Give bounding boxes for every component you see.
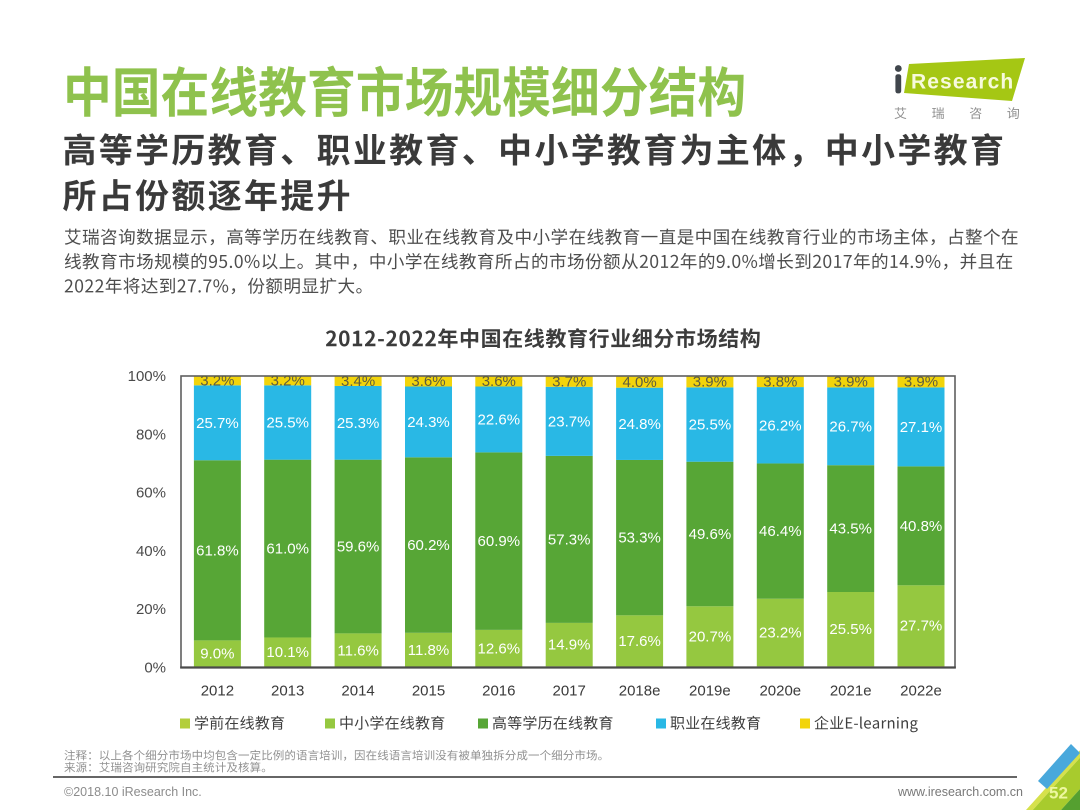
svg-text:22.6%: 22.6% [478, 411, 521, 428]
svg-text:2021e: 2021e [830, 683, 872, 700]
svg-text:25.5%: 25.5% [829, 621, 872, 638]
svg-text:24.3%: 24.3% [407, 414, 450, 431]
svg-text:60.2%: 60.2% [407, 537, 450, 554]
svg-text:20.7%: 20.7% [689, 629, 732, 646]
svg-text:3.9%: 3.9% [904, 374, 938, 391]
svg-text:12.6%: 12.6% [478, 640, 521, 657]
svg-text:26.7%: 26.7% [829, 418, 872, 435]
svg-text:3.2%: 3.2% [200, 373, 234, 390]
svg-text:3.4%: 3.4% [341, 373, 375, 390]
svg-text:25.3%: 25.3% [337, 415, 380, 432]
svg-text:53.3%: 53.3% [618, 530, 661, 547]
svg-text:2018e: 2018e [619, 683, 661, 700]
svg-text:46.4%: 46.4% [759, 523, 802, 540]
svg-text:57.3%: 57.3% [548, 531, 591, 548]
svg-text:3.6%: 3.6% [482, 373, 516, 390]
svg-text:60%: 60% [136, 485, 166, 502]
svg-text:3.7%: 3.7% [552, 373, 586, 390]
svg-text:10.1%: 10.1% [266, 644, 309, 661]
svg-text:100%: 100% [128, 368, 166, 385]
svg-text:2015: 2015 [412, 683, 445, 700]
svg-text:25.5%: 25.5% [689, 417, 732, 434]
svg-text:2019e: 2019e [689, 683, 731, 700]
svg-text:3.9%: 3.9% [693, 374, 727, 391]
svg-text:80%: 80% [136, 426, 166, 443]
svg-text:0%: 0% [144, 660, 166, 677]
svg-text:61.0%: 61.0% [266, 541, 309, 558]
svg-text:3.2%: 3.2% [271, 373, 305, 390]
svg-text:17.6%: 17.6% [618, 633, 661, 650]
svg-text:25.5%: 25.5% [266, 415, 309, 432]
svg-text:2016: 2016 [482, 683, 515, 700]
svg-text:40.8%: 40.8% [900, 518, 943, 535]
svg-text:43.5%: 43.5% [829, 521, 872, 538]
svg-text:25.7%: 25.7% [196, 415, 239, 432]
svg-text:3.6%: 3.6% [411, 373, 445, 390]
svg-text:11.8%: 11.8% [408, 642, 449, 659]
svg-text:40%: 40% [136, 543, 166, 560]
svg-text:24.8%: 24.8% [618, 416, 661, 433]
svg-text:9.0%: 9.0% [200, 646, 234, 663]
svg-text:©2018.10 iResearch Inc.: ©2018.10 iResearch Inc. [64, 785, 202, 799]
svg-text:2017: 2017 [553, 683, 586, 700]
svg-text:20%: 20% [136, 601, 166, 618]
svg-text:26.2%: 26.2% [759, 417, 802, 434]
svg-text:2013: 2013 [271, 683, 304, 700]
svg-text:49.6%: 49.6% [689, 526, 732, 543]
svg-text:3.8%: 3.8% [763, 374, 797, 391]
svg-text:59.6%: 59.6% [337, 539, 380, 556]
svg-text:52: 52 [1049, 784, 1068, 803]
svg-text:3.9%: 3.9% [834, 374, 868, 391]
svg-text:23.7%: 23.7% [548, 413, 591, 430]
svg-text:4.0%: 4.0% [622, 374, 656, 391]
svg-text:61.8%: 61.8% [196, 542, 239, 559]
svg-text:11.6%: 11.6% [337, 642, 378, 659]
svg-text:60.9%: 60.9% [478, 533, 521, 550]
svg-text:27.7%: 27.7% [900, 618, 943, 635]
svg-text:2014: 2014 [341, 683, 374, 700]
svg-text:Research: Research [911, 71, 1014, 94]
svg-text:2020e: 2020e [759, 683, 801, 700]
svg-text:2012: 2012 [201, 683, 234, 700]
svg-text:27.1%: 27.1% [900, 419, 943, 436]
svg-text:www.iresearch.com.cn: www.iresearch.com.cn [897, 785, 1023, 799]
svg-text:14.9%: 14.9% [548, 637, 591, 654]
svg-text:23.2%: 23.2% [759, 625, 802, 642]
svg-text:2022e: 2022e [900, 683, 942, 700]
